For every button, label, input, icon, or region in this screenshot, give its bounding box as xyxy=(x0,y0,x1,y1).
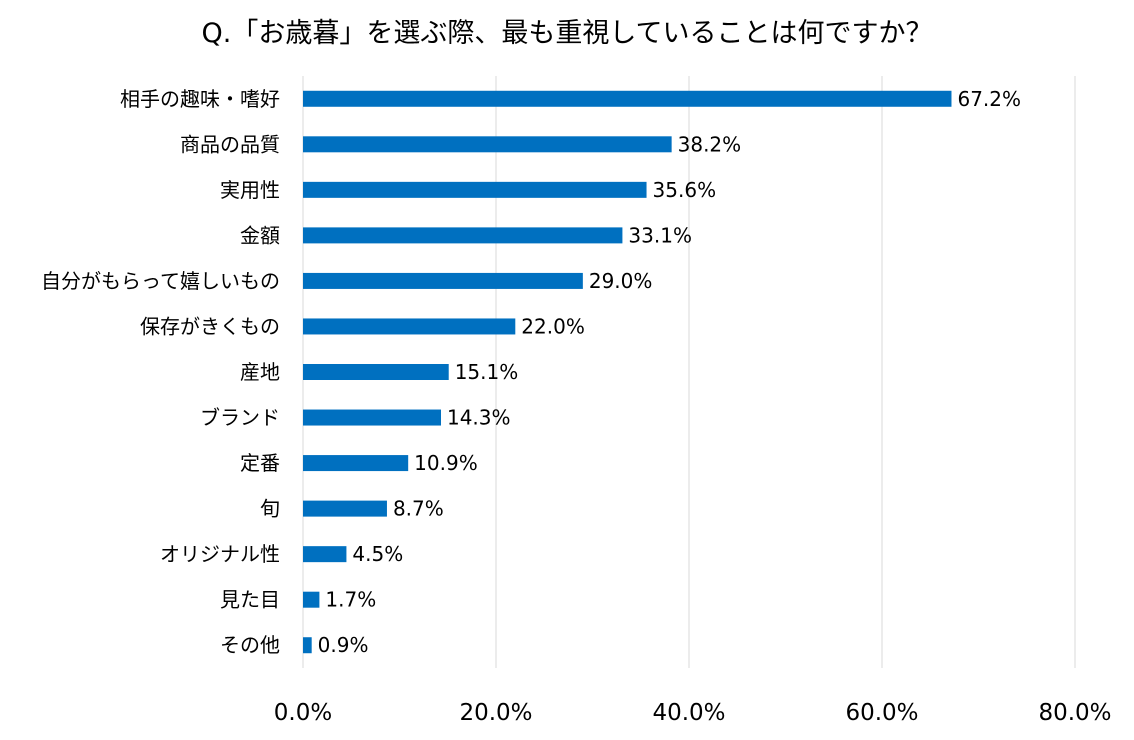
bar-2 xyxy=(303,181,647,198)
data-label-6: 15.1% xyxy=(455,360,519,384)
bar-7 xyxy=(303,409,441,426)
bar-8 xyxy=(303,455,409,472)
data-label-0: 67.2% xyxy=(957,87,1021,111)
category-label-5: 保存がきくもの xyxy=(140,314,280,338)
data-label-3: 33.1% xyxy=(628,223,692,247)
gridlines xyxy=(302,76,1076,668)
data-label-4: 29.0% xyxy=(589,269,653,293)
bar-11 xyxy=(303,591,320,608)
chart-title: Q.「お歳暮」を選ぶ際、最も重視していることは何ですか？ xyxy=(201,18,933,49)
category-label-4: 自分がもらって嬉しいもの xyxy=(41,269,280,293)
bar-4 xyxy=(303,272,583,289)
bar-6 xyxy=(303,364,449,380)
category-label-1: 商品の品質 xyxy=(180,132,280,156)
x-tick-label-4: 80.0% xyxy=(1038,700,1111,726)
x-tick-label-3: 60.0% xyxy=(845,700,918,726)
bar-1 xyxy=(303,136,672,153)
data-label-7: 14.3% xyxy=(447,406,511,430)
data-label-12: 0.9% xyxy=(318,633,369,657)
bar-3 xyxy=(303,227,623,244)
category-label-8: 定番 xyxy=(240,451,280,475)
x-tick-label-1: 20.0% xyxy=(459,700,532,726)
data-label-5: 22.0% xyxy=(521,314,585,338)
category-label-0: 相手の趣味・嗜好 xyxy=(120,87,280,111)
data-label-10: 4.5% xyxy=(352,542,403,566)
data-label-2: 35.6% xyxy=(653,178,717,202)
data-label-11: 1.7% xyxy=(325,588,376,612)
bars xyxy=(303,90,952,654)
category-label-3: 金額 xyxy=(240,223,280,247)
bar-9 xyxy=(303,500,387,517)
category-label-12: その他 xyxy=(220,633,280,657)
category-label-9: 旬 xyxy=(260,497,280,521)
data-labels: 67.2% 38.2% 35.6% 33.1% 29.0%22.0%15.1% 14.3%… xyxy=(318,87,1021,657)
bar-0 xyxy=(303,90,952,107)
category-label-10: オリジナル性 xyxy=(160,542,280,566)
x-axis-tick-labels: 0.0% 20.0% 40.0% 60.0% 80.0% xyxy=(274,700,1112,726)
category-labels: 相手の趣味・嗜好商品の品質実用性金額自分がもらって嬉しいもの保存がきくもの産地ブ… xyxy=(41,87,280,657)
category-label-7: ブランド xyxy=(200,406,280,430)
bar-10 xyxy=(303,546,347,563)
x-tick-label-0: 0.0% xyxy=(274,700,332,726)
x-tick-label-2: 40.0% xyxy=(652,700,725,726)
category-label-2: 実用性 xyxy=(220,178,280,202)
bar-5 xyxy=(303,318,516,335)
category-label-6: 産地 xyxy=(240,360,280,384)
bar-12 xyxy=(303,637,312,654)
data-label-9: 8.7% xyxy=(393,497,444,521)
data-label-8: 10.9% xyxy=(414,451,478,475)
category-label-11: 見た目 xyxy=(220,588,280,612)
data-label-1: 38.2% xyxy=(678,132,742,156)
